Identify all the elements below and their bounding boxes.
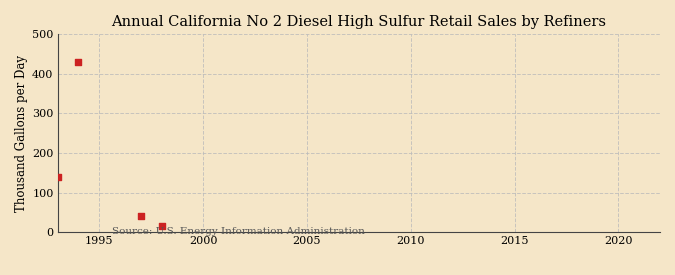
- Point: [156, 224, 167, 228]
- Point: [136, 214, 146, 218]
- Point: [52, 175, 63, 179]
- Point: [73, 60, 84, 64]
- Y-axis label: Thousand Gallons per Day: Thousand Gallons per Day: [15, 55, 28, 212]
- Text: Source: U.S. Energy Information Administration: Source: U.S. Energy Information Administ…: [112, 227, 364, 236]
- Title: Annual California No 2 Diesel High Sulfur Retail Sales by Refiners: Annual California No 2 Diesel High Sulfu…: [111, 15, 606, 29]
